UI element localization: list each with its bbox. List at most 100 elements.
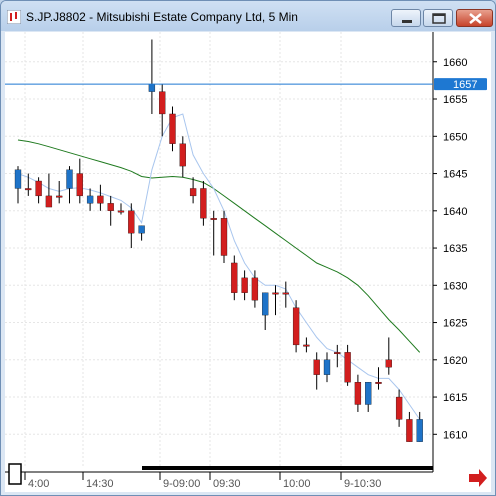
candle bbox=[35, 177, 42, 204]
price-axis: 1610 1615 1620 1625 1630 1635 1640 1645 1650 1655… bbox=[433, 57, 467, 441]
candle bbox=[66, 166, 73, 204]
candle bbox=[76, 158, 83, 204]
candle-body-down bbox=[282, 292, 289, 295]
candle bbox=[406, 411, 413, 442]
current-price-label: 1657 bbox=[453, 79, 477, 91]
candle-body-down bbox=[210, 218, 217, 220]
candle bbox=[395, 389, 403, 427]
candle bbox=[179, 136, 186, 178]
candle bbox=[416, 411, 423, 442]
candle-body-down bbox=[159, 91, 166, 115]
candle bbox=[292, 300, 300, 353]
candle-body-down bbox=[97, 195, 104, 204]
candle-body-down bbox=[385, 359, 392, 368]
candle bbox=[107, 195, 114, 226]
candle-body-down bbox=[231, 262, 238, 293]
candle bbox=[86, 188, 94, 211]
candle-body-down bbox=[313, 359, 320, 375]
chart-start-box[interactable] bbox=[8, 463, 22, 485]
candle bbox=[14, 166, 22, 204]
candle-body-down bbox=[344, 352, 351, 383]
maximize-button[interactable] bbox=[423, 9, 453, 27]
time-scrollbar-thumb[interactable] bbox=[142, 466, 433, 470]
close-icon bbox=[469, 13, 482, 24]
fast-moving-average-line bbox=[17, 113, 421, 420]
candle-body-down bbox=[220, 218, 228, 256]
candle-body-down bbox=[251, 277, 259, 301]
slow-moving-average-line bbox=[17, 139, 421, 353]
candle-body-down bbox=[35, 180, 42, 197]
candle-body-up bbox=[138, 225, 145, 234]
candle-body-down bbox=[334, 352, 341, 355]
candle-body-down bbox=[189, 188, 197, 197]
candle bbox=[189, 177, 197, 204]
candle-body-down bbox=[406, 419, 413, 442]
minimize-button[interactable] bbox=[391, 9, 421, 27]
candle bbox=[25, 173, 32, 196]
close-button[interactable] bbox=[456, 9, 493, 27]
candle-body-up bbox=[323, 359, 331, 375]
candlestick-chart[interactable]: 1610 1615 1620 1625 1630 1635 1640 1645 1650 1655… bbox=[5, 32, 491, 492]
y-tick-label: 1610 bbox=[443, 429, 467, 441]
candle bbox=[385, 337, 392, 375]
candle-body-down bbox=[179, 143, 186, 167]
candle-body-down bbox=[375, 381, 382, 384]
y-tick-label: 1655 bbox=[443, 94, 467, 106]
candle-body-up bbox=[148, 84, 156, 92]
scroll-right-arrow-icon[interactable] bbox=[469, 469, 487, 487]
chart-app-icon bbox=[7, 10, 21, 24]
y-tick-label: 1635 bbox=[443, 243, 467, 255]
y-tick-label: 1645 bbox=[443, 169, 467, 181]
y-tick-label: 1640 bbox=[443, 206, 467, 218]
candle-body-down bbox=[128, 210, 135, 234]
candle bbox=[138, 225, 145, 241]
candle bbox=[344, 344, 351, 386]
x-tick-label: 10:00 bbox=[283, 478, 311, 490]
chart-area[interactable]: 1610 1615 1620 1625 1630 1635 1640 1645 1650 1655… bbox=[5, 32, 491, 492]
x-tick-label: 9-10:30 bbox=[344, 478, 381, 490]
current-price-marker: 1657 bbox=[434, 78, 487, 91]
candle-body-down bbox=[56, 195, 63, 198]
time-axis: 4:00 14:30 9-09:00 09:30 10:00 9-10:30 bbox=[5, 466, 433, 490]
y-tick-label: 1650 bbox=[443, 131, 467, 143]
candle-body-down bbox=[241, 277, 248, 293]
candle bbox=[303, 337, 310, 353]
candle bbox=[210, 210, 217, 256]
y-tick-label: 1630 bbox=[443, 280, 467, 292]
candle bbox=[200, 181, 207, 226]
candle-body-up bbox=[86, 195, 94, 204]
candle-body-down bbox=[107, 203, 114, 211]
candle-body-down bbox=[76, 173, 83, 197]
candle bbox=[365, 381, 372, 412]
candle bbox=[56, 181, 63, 204]
candle bbox=[159, 84, 166, 137]
x-tick-label: 4:00 bbox=[28, 478, 49, 490]
candle-body-down bbox=[169, 113, 176, 144]
minimize-icon bbox=[402, 20, 412, 23]
title-bar[interactable]: S.JP.J8802 - Mitsubishi Estate Company L… bbox=[1, 1, 495, 31]
candle-body-up bbox=[262, 292, 269, 316]
candle-body-down bbox=[395, 396, 403, 420]
candle bbox=[241, 270, 248, 301]
x-tick-label: 09:30 bbox=[213, 478, 241, 490]
candle bbox=[334, 344, 341, 368]
candle-body-down bbox=[292, 307, 300, 346]
candle bbox=[220, 210, 228, 263]
candle bbox=[323, 352, 331, 383]
candle-body-up bbox=[416, 419, 423, 442]
candle-body-up bbox=[66, 169, 73, 189]
y-tick-label: 1615 bbox=[443, 392, 467, 404]
candle bbox=[272, 285, 279, 316]
candle bbox=[313, 352, 320, 390]
maximize-icon bbox=[432, 13, 446, 24]
candle-body-down bbox=[45, 195, 53, 208]
y-tick-label: 1620 bbox=[443, 355, 467, 367]
candle-body-up bbox=[365, 381, 372, 405]
candle bbox=[169, 106, 176, 152]
candle-body-down bbox=[272, 292, 279, 295]
grid bbox=[5, 32, 433, 472]
candle bbox=[117, 203, 125, 215]
candle bbox=[282, 281, 289, 308]
candle-body-down bbox=[303, 344, 310, 347]
